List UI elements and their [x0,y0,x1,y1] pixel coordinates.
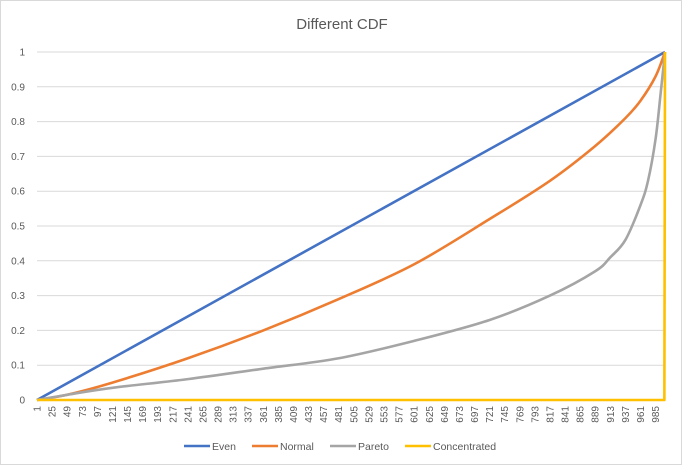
legend-item-normal: Normal [252,441,314,453]
legend-label: Normal [280,441,314,453]
series-line-even [36,50,666,402]
x-tick-label: 793 [530,406,541,423]
x-tick-label: 721 [485,406,496,423]
x-tick-label: 769 [515,406,526,423]
x-tick-label: 961 [636,406,647,423]
x-tick-label: 553 [380,406,391,423]
y-tick-label: 0 [19,396,25,407]
legend-item-pareto: Pareto [330,441,389,453]
x-tick-label: 217 [168,406,179,423]
x-tick-label: 601 [410,406,421,423]
x-tick-label: 481 [334,406,345,423]
x-tick-label: 745 [500,406,511,423]
x-tick-label: 337 [244,406,255,423]
legend-label: Pareto [358,441,389,453]
x-tick-label: 985 [651,406,662,423]
y-tick-label: 1 [19,48,25,59]
legend-item-concentrated: Concentrated [405,441,496,453]
legend-item-even: Even [184,441,236,453]
x-tick-label: 265 [198,406,209,423]
x-tick-label: 889 [591,406,602,423]
x-tick-label: 361 [259,406,270,423]
x-tick-label: 289 [214,406,225,423]
y-tick-label: 0.9 [11,82,25,93]
y-tick-label: 0.2 [11,326,25,337]
y-tick-label: 0.4 [11,256,25,267]
x-tick-label: 577 [395,406,406,423]
x-tick-label: 529 [364,406,375,423]
x-tick-label: 649 [440,406,451,423]
x-tick-label: 673 [455,406,466,423]
x-tick-label: 841 [561,406,572,423]
x-tick-label: 49 [63,406,74,418]
y-tick-label: 0.3 [11,291,25,302]
x-tick-label: 1 [33,406,44,412]
y-tick-label: 0.6 [11,187,25,198]
x-tick-label: 865 [576,406,587,423]
x-tick-label: 169 [138,406,149,423]
x-tick-label: 313 [229,406,240,423]
x-tick-label: 241 [183,406,194,423]
series-line-pareto [36,51,667,402]
x-tick-label: 937 [621,406,632,423]
legend-label: Concentrated [433,441,496,453]
x-tick-label: 625 [425,406,436,423]
x-tick-label: 385 [274,406,285,423]
series-line-concentrated [37,51,667,402]
x-tick-label: 913 [606,406,617,423]
y-tick-label: 0.1 [11,361,25,372]
y-tick-label: 0.5 [11,222,25,233]
y-tick-label: 0.7 [11,152,25,163]
x-tick-label: 505 [349,406,360,423]
x-tick-label: 97 [93,406,104,418]
x-tick-label: 697 [470,406,481,423]
x-tick-label: 457 [319,406,330,423]
legend-label: Even [212,441,236,453]
x-tick-label: 193 [153,406,164,423]
chart-title: Different CDF [296,16,387,33]
x-tick-label: 121 [108,406,119,423]
x-tick-label: 25 [48,406,59,418]
x-tick-label: 433 [304,406,315,423]
x-tick-label: 817 [545,406,556,423]
x-tick-label: 409 [289,406,300,423]
x-tick-label: 145 [123,406,134,423]
y-tick-label: 0.8 [11,117,25,128]
series-line-normal [36,51,667,402]
x-tick-label: 73 [78,406,89,418]
